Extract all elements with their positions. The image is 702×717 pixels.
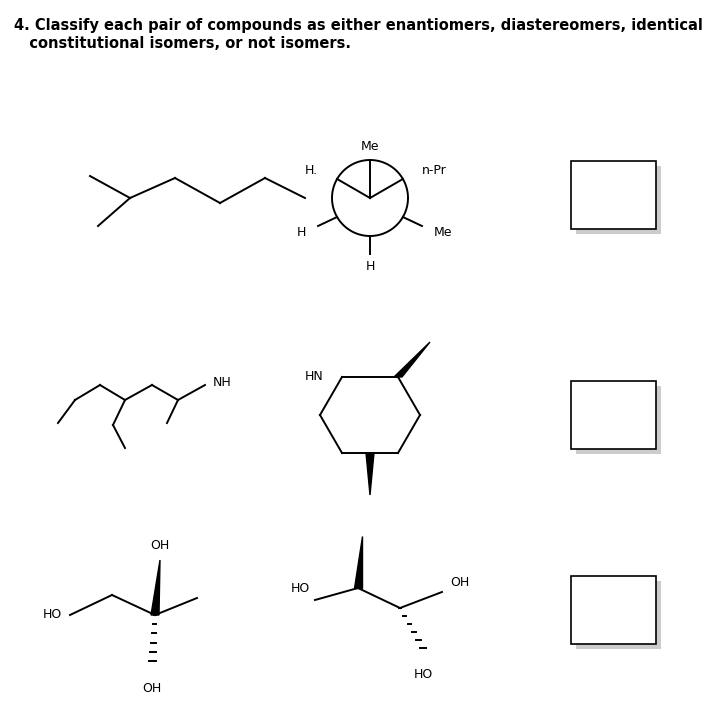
Text: n-Pr: n-Pr: [422, 163, 446, 176]
Polygon shape: [366, 453, 374, 495]
Text: HN: HN: [305, 371, 324, 384]
Text: NH: NH: [213, 376, 232, 389]
Text: OH: OH: [143, 682, 161, 695]
Polygon shape: [354, 536, 362, 588]
Bar: [576, 386, 661, 454]
Bar: [571, 576, 656, 644]
Text: H: H: [296, 226, 306, 239]
Bar: [576, 581, 661, 649]
Text: constitutional isomers, or not isomers.: constitutional isomers, or not isomers.: [14, 36, 351, 51]
Text: Me: Me: [361, 140, 379, 153]
Text: H.: H.: [305, 163, 318, 176]
Bar: [571, 381, 656, 449]
Text: HO: HO: [291, 581, 310, 594]
Text: HO: HO: [43, 609, 62, 622]
Text: H: H: [365, 260, 375, 272]
Text: 4. Classify each pair of compounds as either enantiomers, diastereomers, identic: 4. Classify each pair of compounds as ei…: [14, 18, 702, 33]
Text: OH: OH: [450, 576, 469, 589]
Bar: [576, 166, 661, 234]
Polygon shape: [151, 560, 160, 615]
Text: HO: HO: [413, 668, 432, 681]
Text: Me: Me: [434, 226, 453, 239]
Bar: [571, 161, 656, 229]
Text: OH: OH: [150, 539, 170, 552]
Polygon shape: [394, 342, 430, 377]
